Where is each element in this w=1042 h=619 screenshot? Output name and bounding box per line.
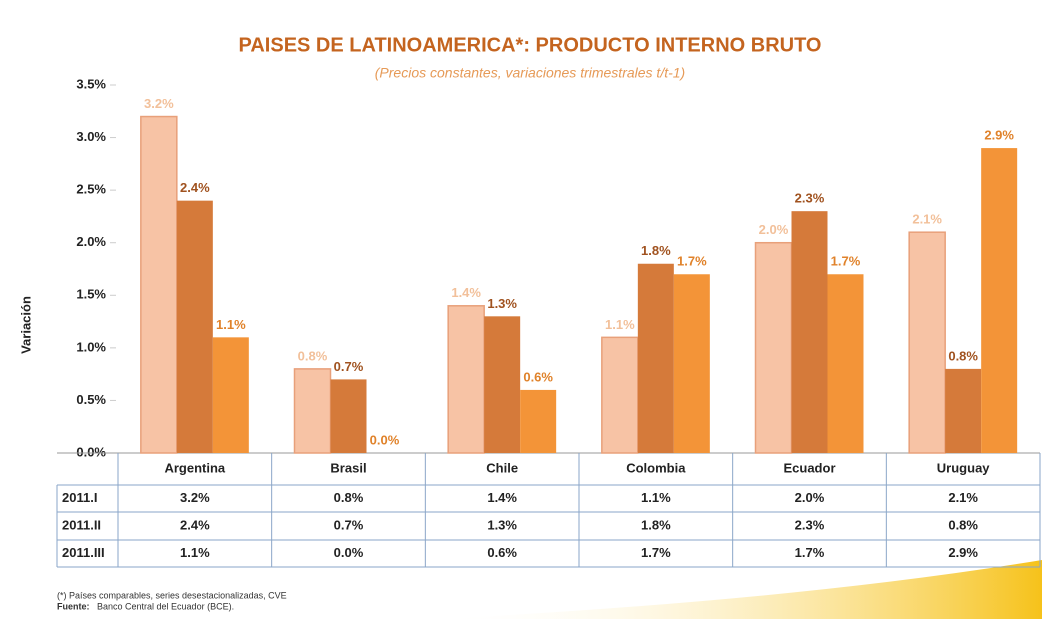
footnote: (*) Países comparables, series desestaci… (57, 590, 287, 600)
x-tick-label: Colombia (626, 460, 686, 475)
bar (176, 200, 213, 453)
source-label: Fuente: (57, 601, 90, 611)
x-tick-label: Chile (486, 460, 518, 475)
bar (791, 211, 828, 453)
y-tick-label: 3.0% (76, 129, 106, 144)
value-label: 2.1% (912, 212, 942, 227)
table-cell: 3.2% (180, 490, 210, 505)
bar (520, 389, 557, 453)
x-tick-label: Uruguay (937, 460, 991, 475)
decor-swoosh (440, 560, 1042, 619)
x-tick-label: Ecuador (783, 460, 835, 475)
value-label: 0.0% (370, 432, 400, 447)
bar (330, 379, 367, 453)
value-label: 0.8% (298, 348, 328, 363)
table-cell: 2.4% (180, 517, 210, 532)
bar (908, 231, 946, 454)
chart-title: PAISES DE LATINOAMERICA*: PRODUCTO INTER… (239, 34, 822, 56)
y-tick-label: 2.0% (76, 234, 106, 249)
value-label: 1.1% (216, 317, 246, 332)
table-cell: 1.1% (180, 545, 210, 560)
bar (637, 263, 674, 453)
value-label: 0.8% (948, 348, 978, 363)
x-tick-label: Argentina (164, 460, 225, 475)
value-label: 1.7% (677, 254, 707, 269)
value-label: 1.7% (831, 254, 861, 269)
value-label: 2.4% (180, 180, 210, 195)
bar (754, 241, 793, 454)
y-tick-label: 1.5% (76, 287, 106, 302)
table-cell: 0.8% (948, 517, 978, 532)
value-label: 1.1% (605, 317, 635, 332)
bar (140, 115, 178, 454)
table-cell: 2.1% (948, 490, 978, 505)
value-label: 3.2% (144, 96, 174, 111)
y-axis-label: Variación (18, 296, 33, 354)
table-row-header: 2011.I (62, 490, 97, 505)
table-cell: 2.3% (795, 517, 825, 532)
table-cell: 1.7% (795, 545, 825, 560)
bar (447, 305, 485, 454)
value-label: 1.3% (487, 296, 517, 311)
table-cell: 0.0% (334, 545, 364, 560)
bar (293, 368, 332, 454)
value-label: 1.4% (451, 285, 481, 300)
chart-subtitle: (Precios constantes, variaciones trimest… (375, 65, 685, 81)
value-label: 2.9% (984, 128, 1014, 143)
table-cell: 2.0% (795, 490, 825, 505)
table-row-header: 2011.III (62, 545, 105, 560)
table-cell: 2.9% (948, 545, 978, 560)
table-cell: 1.4% (487, 490, 517, 505)
table-cell: 1.1% (641, 490, 671, 505)
table-cell: 1.8% (641, 517, 671, 532)
table-cell: 0.7% (334, 517, 364, 532)
bar (212, 337, 249, 453)
x-tick-label: Brasil (330, 460, 366, 475)
value-label: 2.0% (759, 222, 789, 237)
bar (601, 336, 639, 454)
y-tick-label: 3.5% (76, 76, 106, 91)
table-cell: 1.7% (641, 545, 671, 560)
value-label: 0.7% (334, 359, 364, 374)
table-cell: 0.6% (487, 545, 517, 560)
table-cell: 0.8% (334, 490, 364, 505)
y-tick-label: 0.5% (76, 392, 106, 407)
value-label: 2.3% (795, 191, 825, 206)
bar (827, 274, 864, 453)
bar (484, 316, 521, 453)
value-label: 1.8% (641, 243, 671, 258)
bar (673, 274, 710, 453)
y-tick-label: 2.5% (76, 182, 106, 197)
source: Banco Central del Ecuador (BCE). (97, 601, 234, 611)
table-row-header: 2011.II (62, 517, 101, 532)
y-tick-label: 0.0% (76, 444, 106, 459)
table-cell: 1.3% (487, 517, 517, 532)
bar (945, 368, 982, 453)
bar (981, 148, 1018, 454)
value-label: 0.6% (523, 369, 553, 384)
y-tick-label: 1.0% (76, 339, 106, 354)
